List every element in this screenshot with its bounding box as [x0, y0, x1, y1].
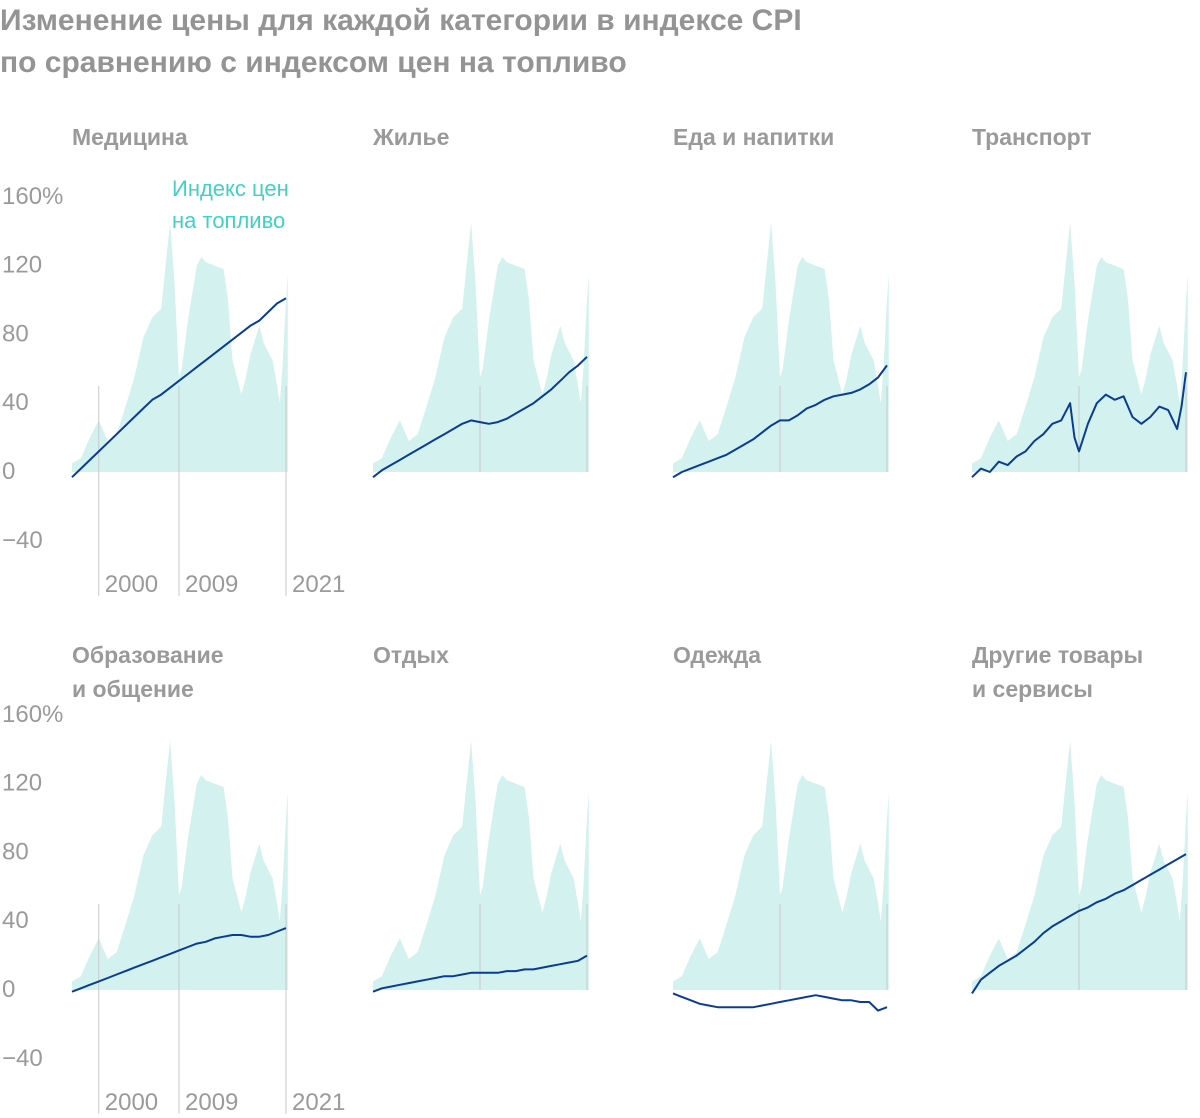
- x-tick-label: 2021: [292, 1089, 345, 1116]
- category-line: [971, 372, 1187, 478]
- category-line: [372, 356, 588, 478]
- panel-title: Еда и напитки: [673, 124, 834, 150]
- chart-title-line-1: Изменение цены для каждой категории в ин…: [0, 4, 802, 37]
- panel-title: Жилье: [372, 124, 449, 150]
- panel-title: Транспорт: [972, 124, 1092, 150]
- y-tick-label: 0: [2, 458, 15, 485]
- category-line: [71, 297, 287, 478]
- x-tick-label: 2009: [185, 571, 238, 598]
- panel-1: Жилье: [372, 124, 589, 478]
- fuel-price-area: [972, 740, 1188, 990]
- y-tick-label: 120: [2, 252, 42, 279]
- y-tick-label: −40: [2, 527, 43, 554]
- panel-title: Образование: [72, 642, 224, 668]
- legend-label: на топливо: [172, 208, 285, 233]
- fuel-price-area: [72, 740, 288, 990]
- y-tick-label: 80: [2, 320, 29, 347]
- panel-7: Другие товары и сервисы: [971, 642, 1188, 994]
- panel-title: Одежда: [673, 642, 761, 668]
- x-tick-label: 2000: [105, 1089, 158, 1116]
- panel-title: Медицина: [72, 124, 188, 150]
- x-tick-label: 2009: [185, 1089, 238, 1116]
- panel-0: Медицина 160% 120 80 40 0 −40 2000 2009 2021 Индек…: [2, 124, 345, 598]
- panel-title: и общение: [72, 676, 194, 702]
- y-tick-label: 40: [2, 389, 29, 416]
- fuel-price-area: [673, 222, 889, 472]
- fuel-price-area: [373, 222, 589, 472]
- fuel-price-area: [972, 222, 1188, 472]
- y-tick-label: 160%: [2, 701, 63, 728]
- panel-4: Образование и общение 160% 120 80 40 0 −40 2000 2…: [2, 642, 345, 1116]
- panel-5: Отдых: [372, 642, 589, 993]
- y-tick-label: 160%: [2, 183, 63, 210]
- y-tick-label: 40: [2, 907, 29, 934]
- fuel-price-area: [673, 740, 889, 990]
- x-tick-label: 2021: [292, 571, 345, 598]
- category-line: [672, 364, 888, 479]
- panel-6: Одежда: [672, 642, 889, 1012]
- panel-title: и сервисы: [972, 676, 1093, 702]
- y-tick-label: 80: [2, 838, 29, 865]
- panel-title: Отдых: [373, 642, 449, 668]
- fuel-price-area: [373, 740, 589, 990]
- chart-title-line-2: по сравнению с индексом цен на топливо: [0, 46, 627, 79]
- legend-label: Индекс цен: [172, 176, 289, 201]
- panel-title: Другие товары: [972, 642, 1143, 668]
- category-line: [672, 992, 888, 1012]
- panel-2: Еда и напитки: [672, 124, 889, 479]
- category-line: [71, 927, 287, 993]
- chart-title: Изменение цены для каждой категории в ин…: [0, 0, 1200, 84]
- fuel-price-area: [72, 222, 288, 472]
- category-line: [372, 954, 588, 993]
- category-line: [971, 853, 1187, 994]
- y-tick-label: 120: [2, 770, 42, 797]
- panel-3: Транспорт: [971, 124, 1188, 478]
- x-tick-label: 2000: [105, 571, 158, 598]
- y-tick-label: −40: [2, 1045, 43, 1072]
- y-tick-label: 0: [2, 976, 15, 1003]
